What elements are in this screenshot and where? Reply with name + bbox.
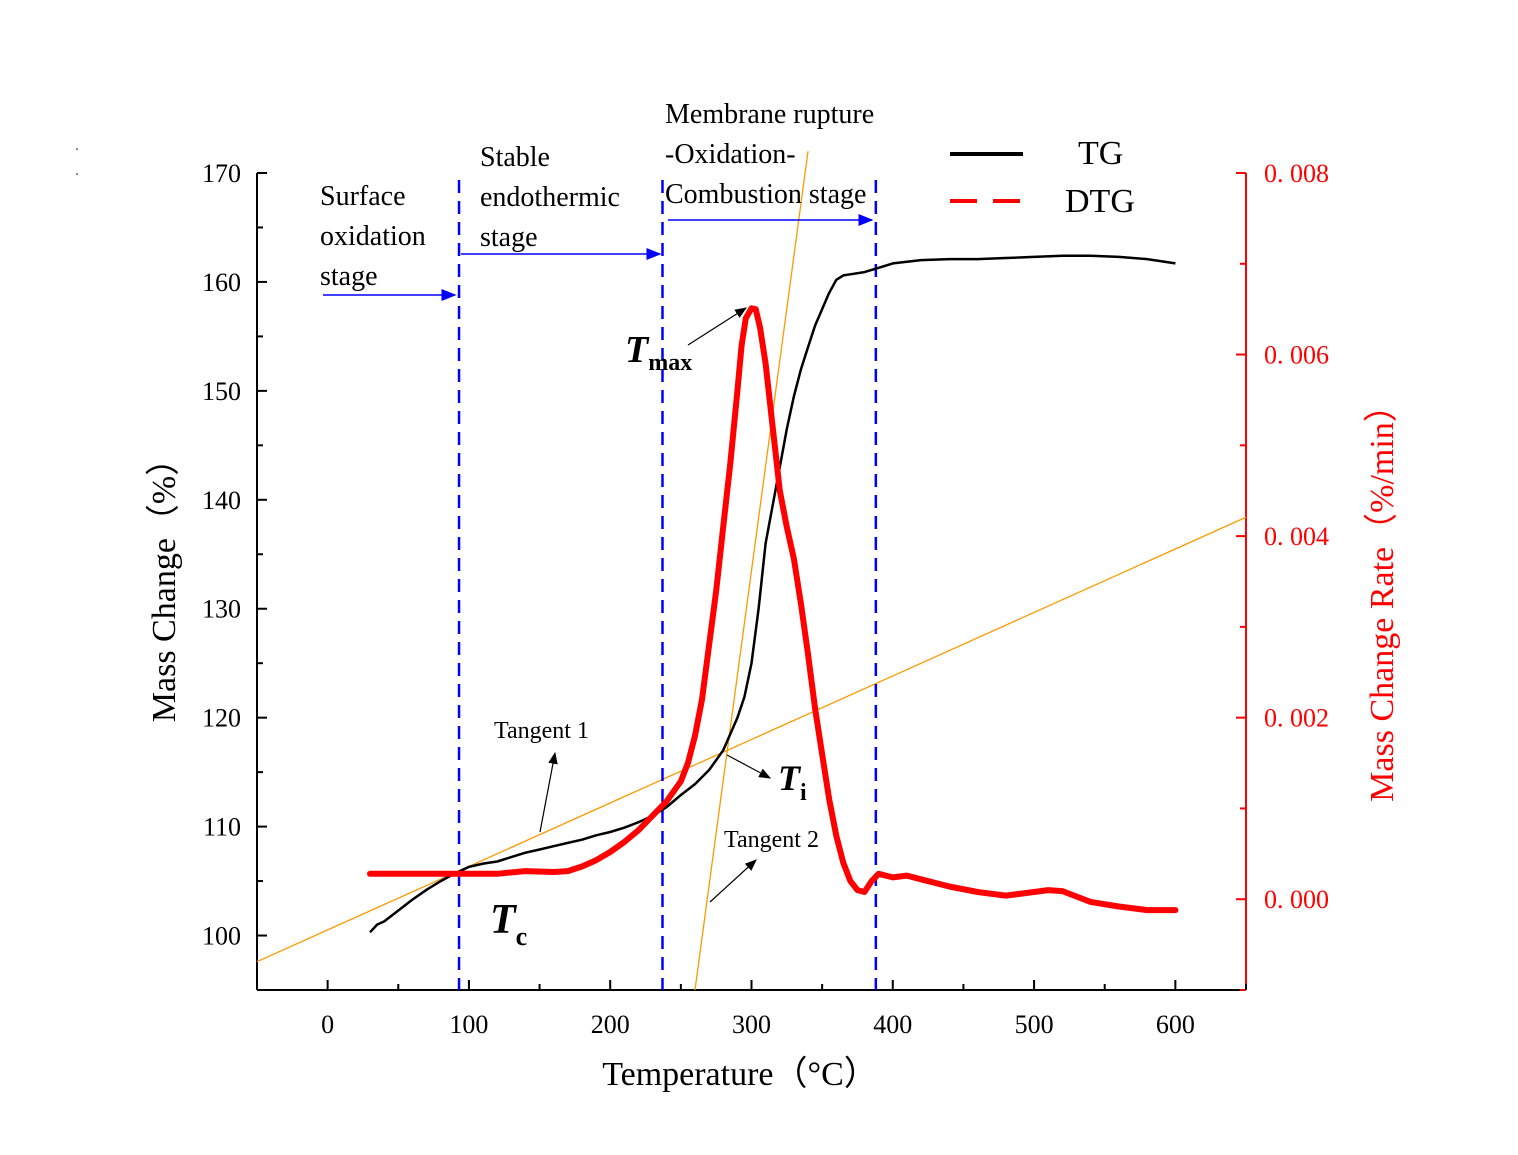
stage1-annotation: Surface oxidation stage	[320, 181, 426, 292]
dtg-line	[367, 305, 1179, 914]
stage1-line3: stage	[320, 261, 378, 292]
y-right-tick-label: 0. 000	[1264, 885, 1329, 914]
ti-annotation: Ti	[726, 754, 807, 806]
stage3-line2: -Oxidation-	[665, 139, 796, 170]
tc-main: T	[490, 897, 518, 943]
ti-main: T	[778, 758, 802, 798]
y-right-axis-title: Mass Change Rate（%/min）	[1363, 388, 1401, 802]
x-tick-label: 500	[1015, 1010, 1054, 1039]
ti-label: Ti	[778, 758, 807, 806]
tangent-lines	[256, 151, 1247, 991]
tmax-sub: max	[648, 350, 692, 376]
y-left-tick-label: 120	[202, 704, 241, 733]
stray-dot	[76, 148, 78, 150]
stray-dot	[76, 173, 78, 175]
y-left-tick-label: 170	[202, 159, 241, 188]
tg-line	[369, 254, 1176, 934]
y-left-tick-label: 100	[202, 922, 241, 951]
tangent-line	[694, 151, 809, 991]
legend-dtg-label: DTG	[1065, 183, 1135, 220]
ti-arrow	[726, 754, 772, 779]
y-right-tick-label: 0. 008	[1264, 159, 1329, 188]
right-ticks: 0. 000 0. 002 0. 004 0. 006 0. 008	[1236, 159, 1329, 991]
stage2-line2: endothermic	[480, 182, 620, 213]
stage2-line1: Stable	[480, 142, 550, 173]
tmax-main: T	[625, 329, 650, 371]
x-tick-label: 300	[732, 1010, 771, 1039]
y-left-axis-title: Mass Change（%）	[145, 442, 183, 722]
stage1-line1: Surface	[320, 181, 406, 212]
tangent2-label: Tangent 2	[724, 827, 819, 853]
tc-label: Tc	[490, 897, 527, 951]
y-right-tick-label: 0. 006	[1264, 341, 1329, 370]
x-tick-label: 200	[591, 1010, 630, 1039]
x-tick-label: 0	[321, 1010, 334, 1039]
y-left-tick-label: 150	[202, 377, 241, 406]
legend-tg-label: TG	[1078, 135, 1123, 172]
stage2-annotation: Stable endothermic stage	[480, 142, 620, 253]
series-dtg	[367, 305, 1179, 914]
tmax-annotation: Tmax	[625, 307, 748, 376]
x-axis-title: Temperature（°C）	[602, 1055, 878, 1093]
stage3-line1: Membrane rupture	[665, 99, 874, 130]
x-ticks: 0 100 200 300 400 500 600	[256, 980, 1247, 1039]
tmax-label: Tmax	[625, 329, 692, 376]
x-tick-label: 600	[1156, 1010, 1195, 1039]
series-tg	[369, 254, 1176, 934]
stage-boundary-lines	[457, 180, 878, 990]
y-right-tick-label: 0. 002	[1264, 704, 1329, 733]
stage3-line3: Combustion stage	[665, 179, 866, 210]
y-left-tick-label: 130	[202, 595, 241, 624]
stage1-line2: oxidation	[320, 221, 426, 252]
y-right-tick-label: 0. 004	[1264, 522, 1329, 551]
y-left-tick-label: 110	[203, 813, 241, 842]
stage2-line3: stage	[480, 222, 538, 253]
tangent2-arrow	[709, 859, 757, 903]
ti-sub: i	[800, 780, 807, 806]
tc-sub: c	[516, 922, 528, 951]
tangent-line	[256, 516, 1247, 963]
tangent1-label: Tangent 1	[494, 718, 589, 744]
tc-annotation: Tc	[490, 897, 527, 951]
y-left-tick-label: 160	[202, 268, 241, 297]
x-tick-label: 100	[449, 1010, 488, 1039]
x-tick-label: 400	[873, 1010, 912, 1039]
tangent1-arrow	[539, 751, 558, 833]
legend: TG DTG	[950, 135, 1135, 220]
stage3-annotation: Membrane rupture -Oxidation- Combustion …	[665, 99, 874, 210]
y-left-tick-label: 140	[202, 486, 241, 515]
tmax-arrow	[687, 307, 748, 346]
left-ticks: 100 110 120 130 140 150 160 170	[202, 159, 267, 991]
